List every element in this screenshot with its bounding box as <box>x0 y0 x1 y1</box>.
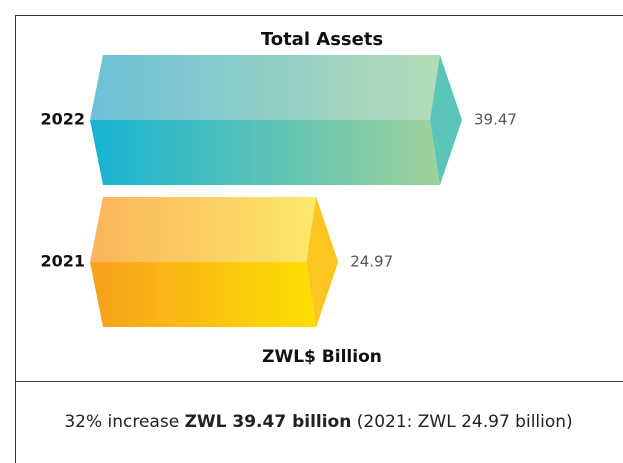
bar-top <box>90 197 317 262</box>
caption-highlight: ZWL 39.47 billion <box>184 412 352 432</box>
frame <box>15 15 623 463</box>
bar-bottom <box>90 262 317 327</box>
bar-top <box>90 55 440 120</box>
value-label: 39.47 <box>474 111 517 129</box>
bar-bottom <box>90 120 440 185</box>
axis-label: ZWL$ Billion <box>262 347 382 367</box>
caption-prefix: 32% increase <box>64 412 180 432</box>
caption-suffix: (2021: ZWL 24.97 billion) <box>356 412 573 432</box>
bar-cap <box>306 197 339 327</box>
bar-cap <box>430 55 462 185</box>
caption: 32% increase ZWL 39.47 billion (2021: ZW… <box>15 382 622 462</box>
category-label: 2021 <box>40 252 85 271</box>
value-label: 24.97 <box>350 253 393 271</box>
category-label: 2022 <box>40 110 85 129</box>
chart-title: Total Assets <box>261 29 383 50</box>
